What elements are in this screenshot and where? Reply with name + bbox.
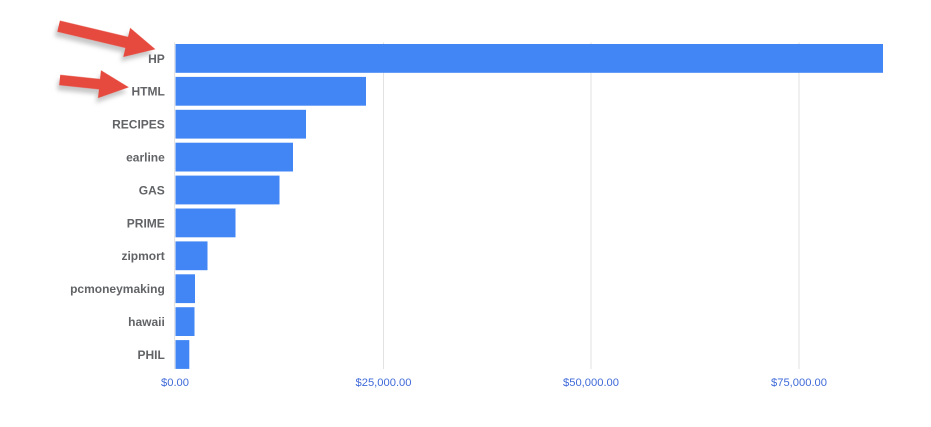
svg-text:PRIME: PRIME xyxy=(127,216,165,230)
svg-text:zipmort: zipmort xyxy=(121,249,164,263)
svg-text:$50,000.00: $50,000.00 xyxy=(563,377,619,389)
svg-text:$0.00: $0.00 xyxy=(161,377,189,389)
svg-text:GAS: GAS xyxy=(139,183,165,197)
svg-text:$75,000.00: $75,000.00 xyxy=(771,377,827,389)
svg-text:PHIL: PHIL xyxy=(137,348,164,362)
svg-text:earline: earline xyxy=(126,151,165,165)
svg-text:pcmoneymaking: pcmoneymaking xyxy=(70,282,165,296)
svg-text:HTML: HTML xyxy=(131,85,164,99)
svg-text:$25,000.00: $25,000.00 xyxy=(356,377,412,389)
svg-text:hawaii: hawaii xyxy=(128,315,165,329)
svg-text:HP: HP xyxy=(148,52,165,66)
svg-text:RECIPES: RECIPES xyxy=(112,118,165,132)
